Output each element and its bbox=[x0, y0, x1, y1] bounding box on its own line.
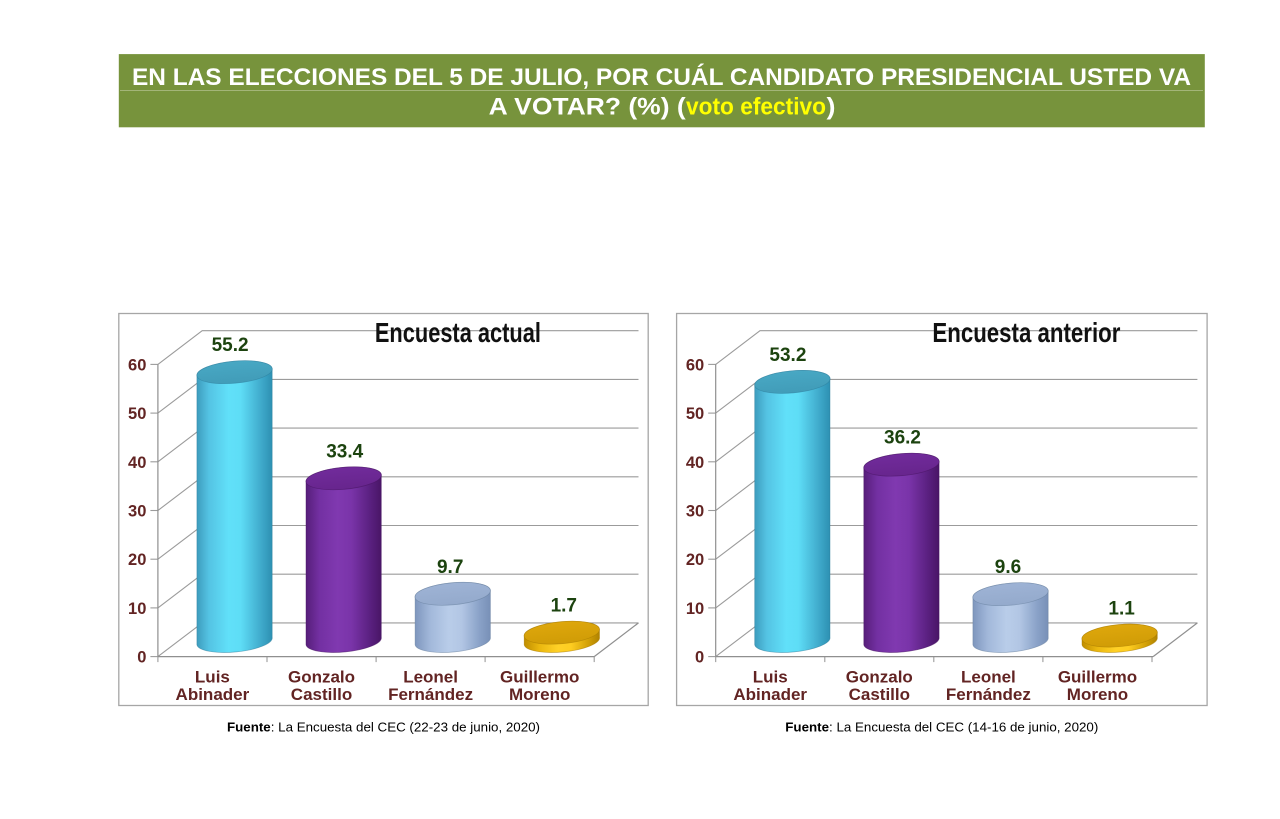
svg-text:Moreno: Moreno bbox=[1067, 685, 1128, 704]
svg-text:0: 0 bbox=[137, 649, 146, 667]
svg-text:Moreno: Moreno bbox=[509, 685, 570, 704]
svg-text:Castillo: Castillo bbox=[291, 685, 352, 704]
svg-text:Abinader: Abinader bbox=[176, 685, 250, 704]
svg-text:Fuente: La Encuesta del CEC (2: Fuente: La Encuesta del CEC (22-23 de ju… bbox=[227, 720, 540, 735]
svg-text:Guillermo: Guillermo bbox=[500, 668, 579, 687]
svg-text:0: 0 bbox=[695, 649, 704, 667]
svg-text:Fernández: Fernández bbox=[388, 685, 473, 704]
svg-text:Gonzalo: Gonzalo bbox=[288, 668, 355, 687]
svg-text:36.2: 36.2 bbox=[884, 428, 921, 449]
svg-text:Leonel: Leonel bbox=[961, 668, 1016, 687]
svg-text:50: 50 bbox=[686, 405, 704, 423]
svg-text:1.7: 1.7 bbox=[551, 596, 577, 617]
svg-text:Gonzalo: Gonzalo bbox=[846, 668, 913, 687]
svg-text:50: 50 bbox=[128, 405, 146, 423]
svg-text:30: 30 bbox=[686, 503, 704, 521]
svg-text:): ) bbox=[827, 94, 836, 121]
svg-text:voto efectivo: voto efectivo bbox=[686, 94, 826, 121]
svg-text:Encuesta actual: Encuesta actual bbox=[375, 317, 541, 348]
svg-text:Encuesta anterior: Encuesta anterior bbox=[932, 317, 1120, 348]
svg-text:Leonel: Leonel bbox=[403, 668, 458, 687]
svg-text:60: 60 bbox=[686, 356, 704, 374]
svg-text:53.2: 53.2 bbox=[769, 345, 806, 366]
svg-text:20: 20 bbox=[686, 551, 704, 569]
svg-text:Castillo: Castillo bbox=[849, 685, 910, 704]
svg-text:10: 10 bbox=[686, 600, 704, 618]
svg-text:9.6: 9.6 bbox=[995, 557, 1021, 578]
svg-text:40: 40 bbox=[686, 454, 704, 472]
svg-text:Luis: Luis bbox=[753, 668, 788, 687]
svg-text:9.7: 9.7 bbox=[437, 557, 463, 578]
svg-text:10: 10 bbox=[128, 600, 146, 618]
svg-text:EN LAS ELECCIONES DEL 5 DE JUL: EN LAS ELECCIONES DEL 5 DE JULIO, POR CU… bbox=[132, 63, 1191, 91]
svg-text:60: 60 bbox=[128, 356, 146, 374]
svg-text:55.2: 55.2 bbox=[212, 335, 249, 356]
svg-text:A VOTAR? (%) (: A VOTAR? (%) ( bbox=[489, 94, 687, 121]
svg-text:Abinader: Abinader bbox=[733, 685, 807, 704]
svg-text:Luis: Luis bbox=[195, 668, 230, 687]
svg-text:40: 40 bbox=[128, 454, 146, 472]
svg-text:Fernández: Fernández bbox=[946, 685, 1031, 704]
svg-text:20: 20 bbox=[128, 551, 146, 569]
svg-text:Guillermo: Guillermo bbox=[1058, 668, 1137, 687]
svg-text:33.4: 33.4 bbox=[326, 441, 363, 462]
svg-text:Fuente: La Encuesta del CEC (1: Fuente: La Encuesta del CEC (14-16 de ju… bbox=[785, 720, 1098, 735]
svg-text:30: 30 bbox=[128, 503, 146, 521]
svg-text:1.1: 1.1 bbox=[1108, 599, 1135, 620]
